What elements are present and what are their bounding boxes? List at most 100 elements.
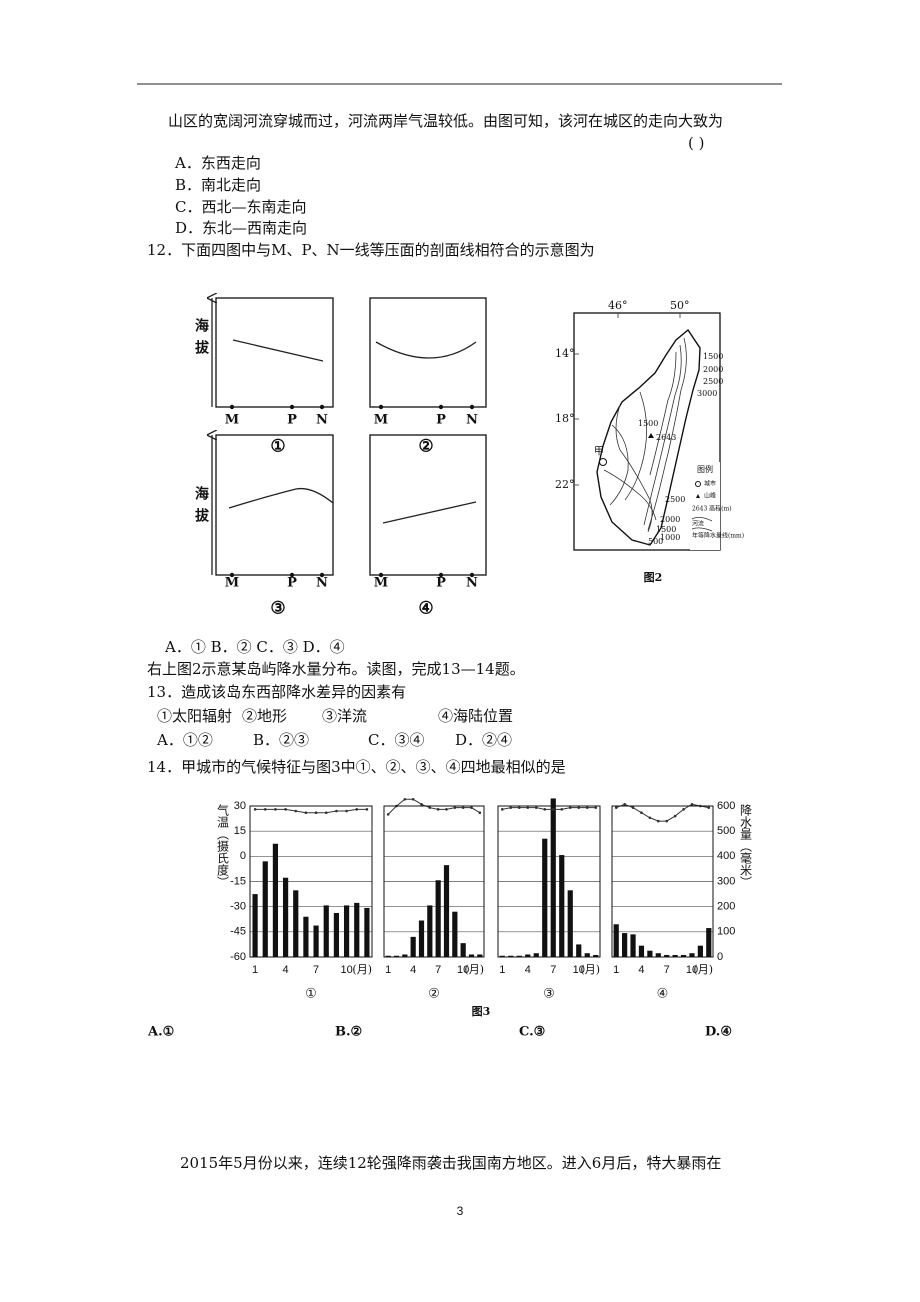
profile-figures: [212, 297, 487, 578]
precipitation-bar: [262, 861, 268, 957]
precipitation-bar: [542, 838, 548, 957]
precipitation-bar: [313, 925, 319, 957]
point-label: N: [466, 576, 478, 591]
temperature-point: [585, 806, 589, 809]
temperature-point: [428, 806, 432, 809]
precipitation-bar: [499, 955, 505, 957]
temperature-point: [707, 806, 711, 809]
precipitation-bar: [647, 950, 653, 957]
precipitation-bar: [333, 912, 340, 957]
option: C.③: [519, 1025, 545, 1040]
x-tick-label: 10: [686, 964, 698, 976]
profile-line: [228, 487, 334, 509]
x-unit-label: (月): [580, 963, 600, 976]
temperature-point: [682, 808, 685, 811]
point-label: M: [225, 413, 239, 428]
precipitation-bar: [272, 843, 279, 957]
precipitation-bar: [364, 907, 370, 957]
y2-tick-label: 300: [717, 875, 735, 887]
climate-chart: 1 4 7 10 (月) ①: [249, 805, 373, 1002]
contour-label: 2500: [665, 495, 685, 504]
contour-label: 1500: [656, 525, 676, 534]
precipitation-bar: [323, 905, 329, 957]
plot-frame: [497, 805, 601, 958]
precipitation-bar: [622, 933, 628, 957]
precipitation-bar: [613, 924, 619, 957]
temperature-point: [335, 809, 338, 813]
profile-line: [382, 501, 477, 524]
option: D.④: [705, 1025, 732, 1040]
precipitation-bar: [664, 954, 670, 957]
y-tick-label: -60: [230, 951, 246, 963]
precipitation-bar: [516, 955, 522, 957]
precipitation-bar: [508, 955, 514, 957]
temperature-point: [263, 808, 267, 811]
temperature-point: [284, 808, 287, 811]
legend-title: 图例: [697, 464, 713, 474]
temperature-point: [534, 806, 538, 809]
option: A．东西走向: [174, 154, 261, 172]
factor: ④海陆位置: [438, 707, 513, 725]
figure-caption: ①: [270, 437, 285, 457]
option: C．③④: [368, 731, 424, 749]
temperature-point: [365, 808, 369, 811]
x-tick-label: 4: [410, 964, 416, 976]
precipitation-bar: [460, 943, 466, 957]
precipitation-bar: [576, 944, 582, 957]
precipitation-bar: [452, 911, 458, 957]
point-label: M: [225, 576, 239, 591]
y2-tick-label: 500: [717, 825, 735, 837]
contour-label: 2500: [703, 377, 723, 386]
legend-item: 河流: [692, 520, 704, 528]
x-tick-label: 1: [613, 964, 619, 976]
temperature-point: [631, 806, 635, 809]
precipitation-bar: [550, 798, 556, 957]
precipitation-bar: [468, 954, 475, 957]
precipitation-bar: [393, 955, 400, 957]
temperature-point: [386, 813, 390, 816]
temperature-point: [453, 806, 457, 809]
question-text: 14．甲城市的气候特征与图3中①、②、③、④四地最相似的是: [147, 758, 566, 776]
answer-bracket: ( ): [688, 134, 704, 152]
temperature-point: [324, 811, 328, 815]
contour-label: 500: [648, 537, 663, 546]
point-label: P: [436, 413, 446, 428]
temperature-point: [648, 816, 652, 820]
x-tick-label: 7: [550, 964, 556, 976]
point-label: M: [374, 413, 388, 428]
figure-caption: 图3: [472, 1005, 491, 1018]
precipitation-bar: [689, 953, 695, 957]
temperature-point: [500, 808, 504, 811]
legend-item: 年等降水量线(mm): [692, 532, 744, 540]
climate-chart: 1 4 7 10(月) ④: [611, 803, 714, 1002]
precipitation-bar: [584, 953, 590, 957]
x-tick-label: 10: [340, 964, 352, 976]
x-unit-label: (月): [693, 963, 713, 976]
x-tick-label: 4: [283, 964, 289, 976]
panel: [215, 297, 334, 408]
x-tick-label: 10: [573, 964, 585, 976]
axis-label: 海拔: [193, 485, 209, 530]
legend-item: 山峰: [704, 492, 716, 500]
temperature-point: [294, 809, 298, 813]
climate-chart: 1 4 7 10(月) ③: [497, 798, 601, 1002]
option: B．南北走向: [175, 176, 261, 194]
temperature-point: [470, 806, 473, 809]
y2-tick-label: 100: [717, 926, 735, 938]
temperature-point: [623, 803, 626, 806]
peak-label: 1500: [638, 419, 658, 428]
point-label: N: [316, 413, 328, 428]
x-tick-label: 10: [457, 964, 469, 976]
precipitation-bar: [630, 934, 636, 957]
y2-tick-label: 0: [717, 951, 723, 963]
temperature-point: [665, 819, 669, 823]
latitude-label: 18°: [555, 412, 575, 425]
precipitation-bar: [418, 920, 425, 957]
point-label: M: [374, 576, 388, 591]
y-tick-label: -15: [230, 875, 246, 887]
precipitation-bar: [533, 953, 539, 957]
temperature-point: [656, 819, 660, 823]
option: B．②③: [253, 731, 309, 749]
temperature-point: [478, 811, 482, 815]
